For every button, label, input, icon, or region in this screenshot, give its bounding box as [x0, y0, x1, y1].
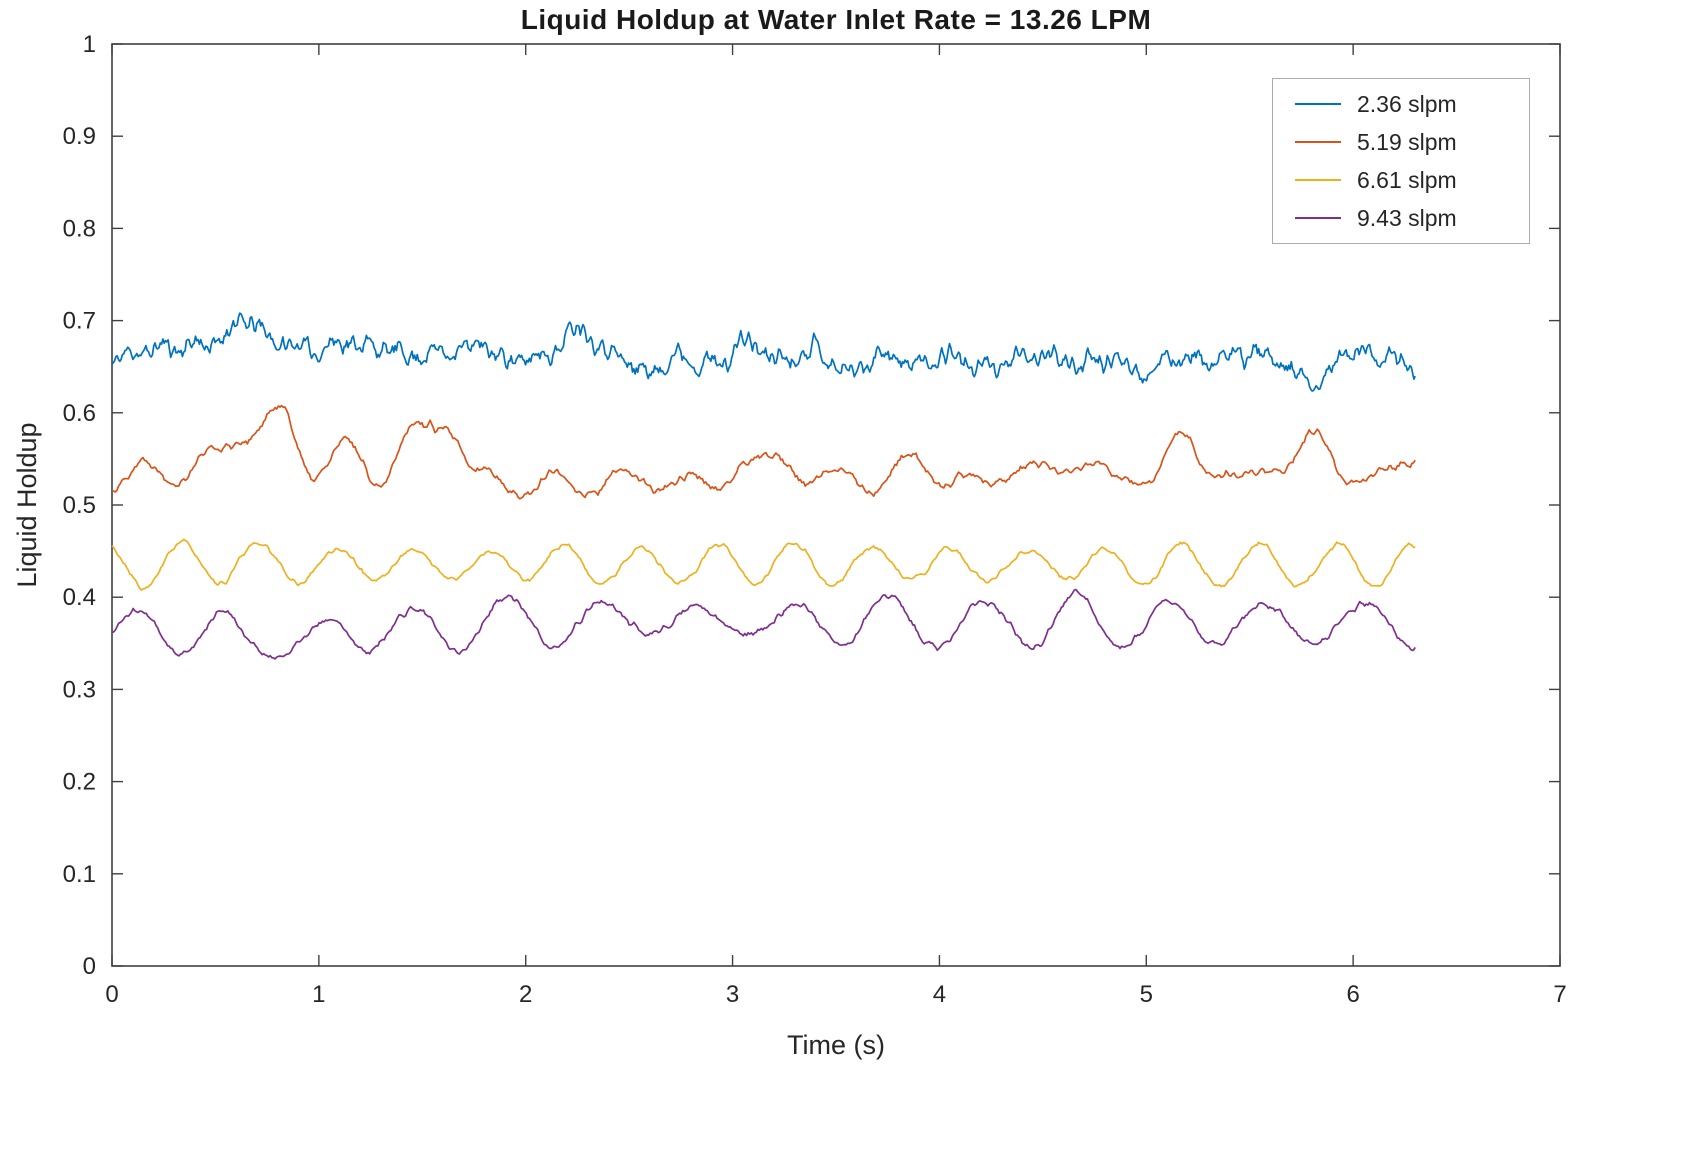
legend-item: 5.19 slpm [1273, 129, 1529, 156]
y-tick-label: 0.1 [63, 861, 96, 888]
legend-item: 2.36 slpm [1273, 91, 1529, 118]
legend-label: 6.61 slpm [1357, 166, 1457, 193]
legend-label: 5.19 slpm [1357, 128, 1457, 155]
x-tick-label: 3 [726, 981, 739, 1008]
x-tick-label: 1 [312, 981, 325, 1008]
legend-label: 9.43 slpm [1357, 204, 1457, 231]
y-axis-label: Liquid Holdup [12, 422, 42, 588]
legend: 2.36 slpm 5.19 slpm 6.61 slpm 9.43 slpm [1272, 78, 1530, 244]
legend-line-swatch [1295, 103, 1341, 105]
legend-line-swatch [1295, 179, 1341, 181]
legend-item: 6.61 slpm [1273, 167, 1529, 194]
series-line-2 [111, 404, 1416, 500]
legend-line-swatch [1295, 217, 1341, 219]
x-tick-label: 2 [519, 981, 532, 1008]
legend-line-swatch [1295, 141, 1341, 143]
series-line-4 [111, 588, 1416, 660]
legend-label: 2.36 slpm [1357, 90, 1457, 117]
series-line-1 [111, 312, 1416, 392]
y-tick-label: 0.6 [63, 400, 96, 427]
x-tick-label: 5 [1140, 981, 1153, 1008]
x-axis-label: Time (s) [787, 1030, 885, 1060]
y-tick-label: 0.2 [63, 769, 96, 796]
y-tick-label: 0.4 [63, 584, 96, 611]
x-tick-label: 7 [1553, 981, 1566, 1008]
y-tick-label: 0.8 [63, 215, 96, 242]
y-tick-label: 0.5 [63, 492, 96, 519]
y-tick-label: 1 [83, 31, 96, 58]
chart-title: Liquid Holdup at Water Inlet Rate = 13.2… [520, 4, 1152, 35]
x-tick-label: 0 [105, 981, 118, 1008]
y-tick-label: 0 [83, 953, 96, 980]
y-tick-label: 0.7 [63, 308, 96, 335]
x-tick-label: 4 [933, 981, 946, 1008]
y-tick-label: 0.9 [63, 123, 96, 150]
legend-item: 9.43 slpm [1273, 205, 1529, 232]
y-tick-label: 0.3 [63, 676, 96, 703]
series-line-3 [111, 538, 1416, 591]
x-tick-label: 6 [1346, 981, 1359, 1008]
